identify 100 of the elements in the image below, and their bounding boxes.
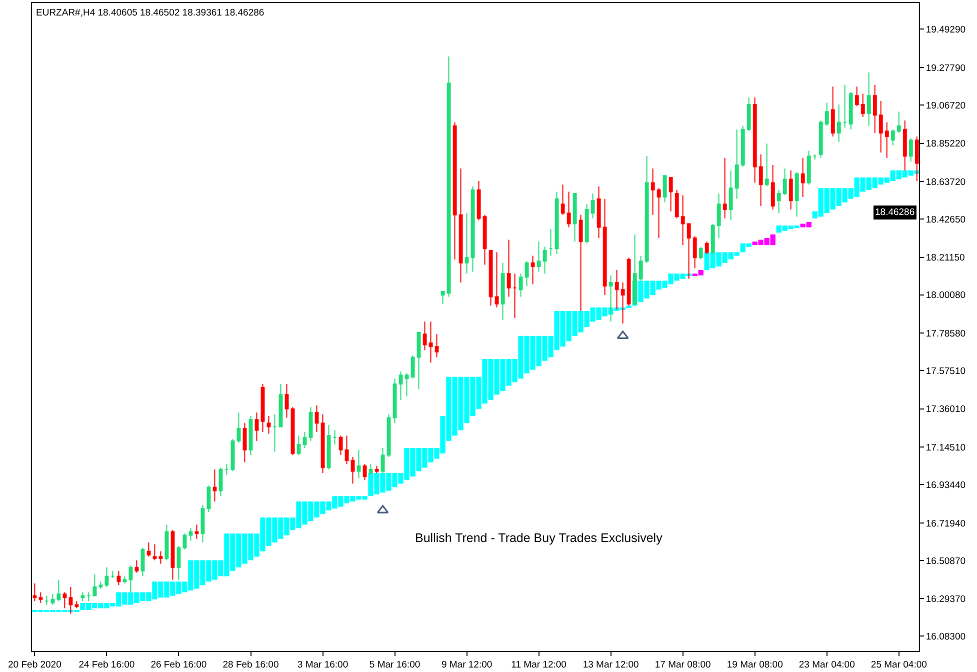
annotation: 18.46286 (875, 207, 915, 218)
candlestick (476, 180, 481, 221)
candlestick (794, 172, 799, 218)
candlestick (584, 204, 589, 244)
candlestick (656, 188, 661, 238)
candlestick (188, 528, 193, 542)
candlestick (338, 435, 343, 456)
candlestick (872, 84, 877, 134)
candlestick (212, 468, 217, 502)
candlestick (80, 592, 85, 602)
candlestick (458, 168, 463, 283)
candlestick (428, 321, 433, 364)
candlestick (728, 170, 733, 221)
candlestick (236, 412, 241, 444)
candlestick (74, 600, 79, 609)
candlestick (464, 212, 469, 274)
candlestick (746, 96, 751, 132)
candlestick (326, 424, 331, 470)
candlestick (884, 122, 889, 158)
candlestick (254, 412, 259, 442)
candlestick (818, 120, 823, 158)
candlestick (452, 122, 457, 260)
candlestick (248, 416, 253, 456)
candlestick (272, 414, 277, 452)
candlestick (308, 406, 313, 442)
candlestick (506, 239, 511, 298)
y-tick-label: 18.63720 (926, 176, 966, 188)
candlestick (344, 435, 349, 465)
candlestick (878, 100, 883, 154)
candlestick (302, 432, 307, 449)
candlestick (362, 464, 367, 481)
candlestick (590, 192, 595, 219)
candlestick (104, 566, 109, 588)
candlestick (386, 414, 391, 458)
x-tick-label: 3 Mar 16:00 (297, 659, 348, 670)
candlestick (482, 214, 487, 266)
candlestick (788, 170, 793, 210)
y-tick-label: 16.93440 (926, 480, 966, 491)
candlestick (848, 92, 853, 130)
y-tick-label: 16.08300 (926, 632, 966, 643)
x-tick-label: 24 Feb 16:00 (78, 659, 135, 670)
candlestick (356, 449, 361, 479)
candlestick (422, 321, 427, 351)
candlestick (896, 111, 901, 134)
candlestick (206, 484, 211, 513)
candlestick (782, 168, 787, 196)
candlestick (836, 104, 841, 142)
candlestick (548, 228, 553, 256)
candlestick (314, 404, 319, 433)
candlestick (488, 250, 493, 306)
candlestick (542, 246, 547, 274)
y-tick-label: 17.57510 (926, 366, 966, 377)
candlestick (146, 542, 151, 558)
candlestick (530, 255, 535, 285)
y-tick-label: 18.00080 (926, 290, 966, 302)
candlestick (812, 154, 817, 160)
candlestick (38, 592, 43, 604)
candlestick (566, 191, 571, 228)
candlestick (524, 260, 529, 287)
candlestick (416, 332, 421, 390)
candlestick (890, 128, 895, 146)
candlestick (572, 192, 577, 242)
candlestick (602, 198, 607, 296)
candlestick (44, 595, 49, 606)
y-tick-label: 18.42650 (926, 214, 966, 226)
candlestick (242, 422, 247, 463)
y-tick-label: 17.36010 (926, 404, 966, 416)
candlestick (644, 156, 649, 264)
x-tick-label: 17 Mar 08:00 (654, 659, 711, 670)
candlestick (398, 371, 403, 400)
candlestick (824, 102, 829, 126)
candlestick (722, 157, 727, 219)
candlestick (716, 192, 721, 238)
candlestick (164, 524, 169, 561)
y-tick-label: 17.78580 (926, 328, 966, 340)
candlestick (752, 96, 757, 184)
candlestick (140, 547, 145, 577)
candlestick (194, 524, 199, 540)
candlestick (50, 594, 55, 606)
candlestick (278, 383, 283, 428)
x-tick-label: 20 Feb 2020 (8, 659, 62, 670)
candlestick (56, 579, 61, 602)
candlestick (218, 467, 223, 497)
candlestick (296, 435, 301, 456)
candlestick (200, 504, 205, 543)
x-tick-label: 5 Mar 16:00 (369, 659, 420, 670)
candlestick (830, 86, 835, 138)
candlestick (32, 582, 37, 602)
candlestick (680, 194, 685, 246)
candlestick (434, 334, 439, 358)
x-tick-label: 28 Feb 16:00 (222, 659, 279, 670)
candlestick (764, 143, 769, 187)
y-tick-label: 16.29370 (926, 594, 966, 606)
candlestick (500, 262, 505, 320)
candlestick (692, 236, 697, 269)
candlestick (470, 186, 475, 272)
text: EURZAR#,H4 18.40605 18.46502 18.39361 18.46286 (36, 7, 264, 18)
candlestick (182, 533, 187, 550)
candlestick (860, 93, 865, 118)
candlestick (62, 592, 67, 609)
